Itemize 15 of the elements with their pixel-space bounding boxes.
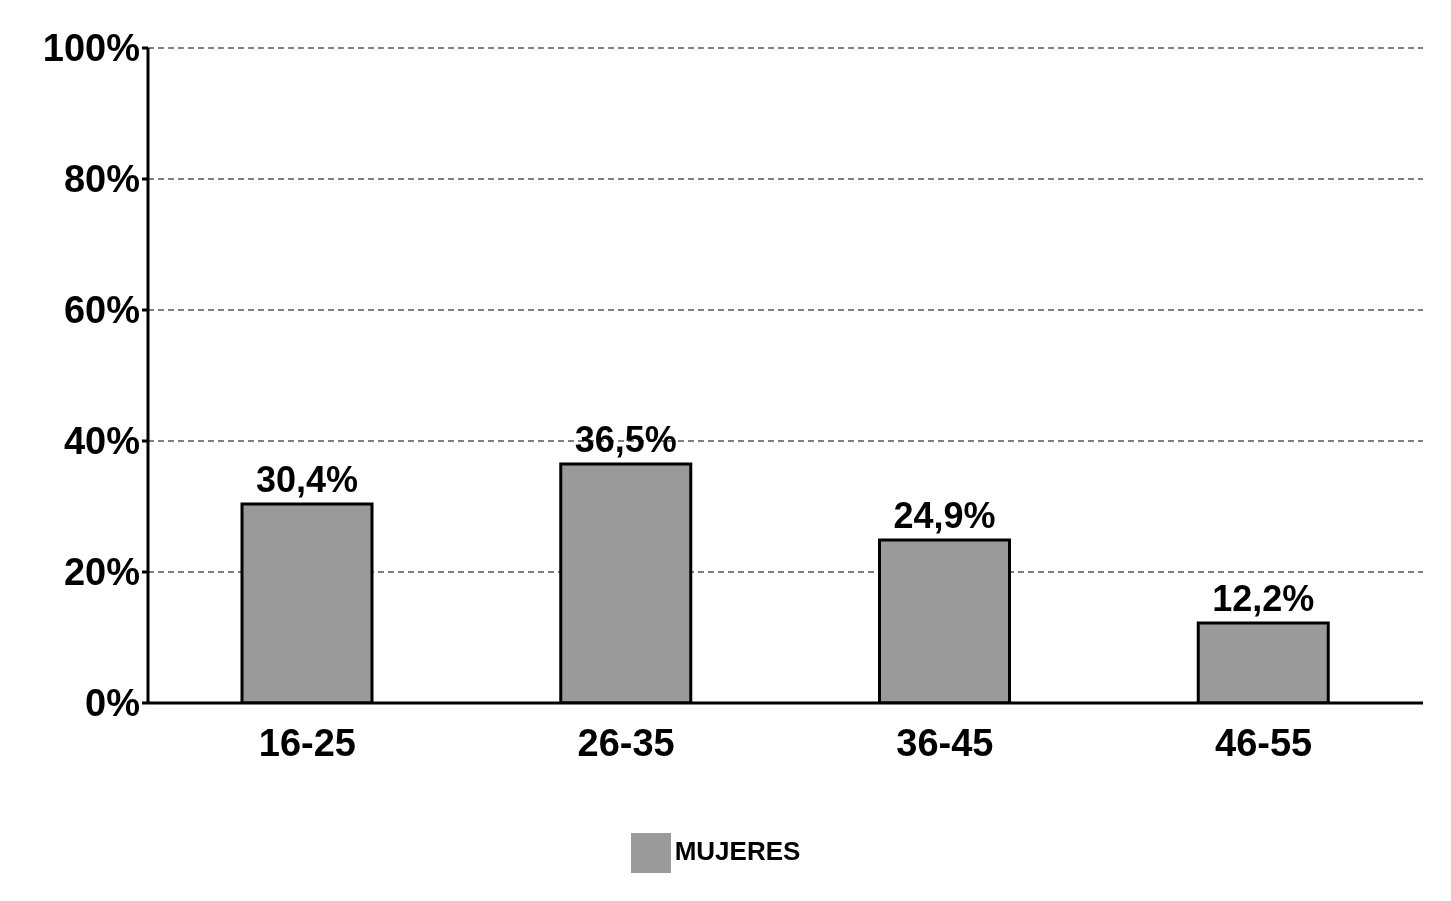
y-tick-label: 60% — [63, 289, 140, 332]
y-tick-label: 20% — [63, 551, 140, 594]
data-label: 12,2% — [1212, 578, 1315, 620]
data-label: 30,4% — [255, 458, 359, 500]
x-tick-label: 26-35 — [577, 721, 675, 764]
y-tick-label: 40% — [63, 420, 140, 463]
x-tick-label: 46-55 — [1215, 721, 1313, 764]
x-tick-label: 36-45 — [896, 721, 994, 764]
y-tick-label: 100% — [42, 27, 140, 70]
data-label: 36,5% — [574, 418, 677, 460]
data-label: 24,9% — [893, 494, 996, 536]
x-tick-label: 16-25 — [258, 721, 356, 764]
y-tick-label: 0% — [85, 682, 140, 725]
legend-label: MUJERES — [674, 835, 801, 866]
y-tick-label: 80% — [63, 158, 140, 201]
